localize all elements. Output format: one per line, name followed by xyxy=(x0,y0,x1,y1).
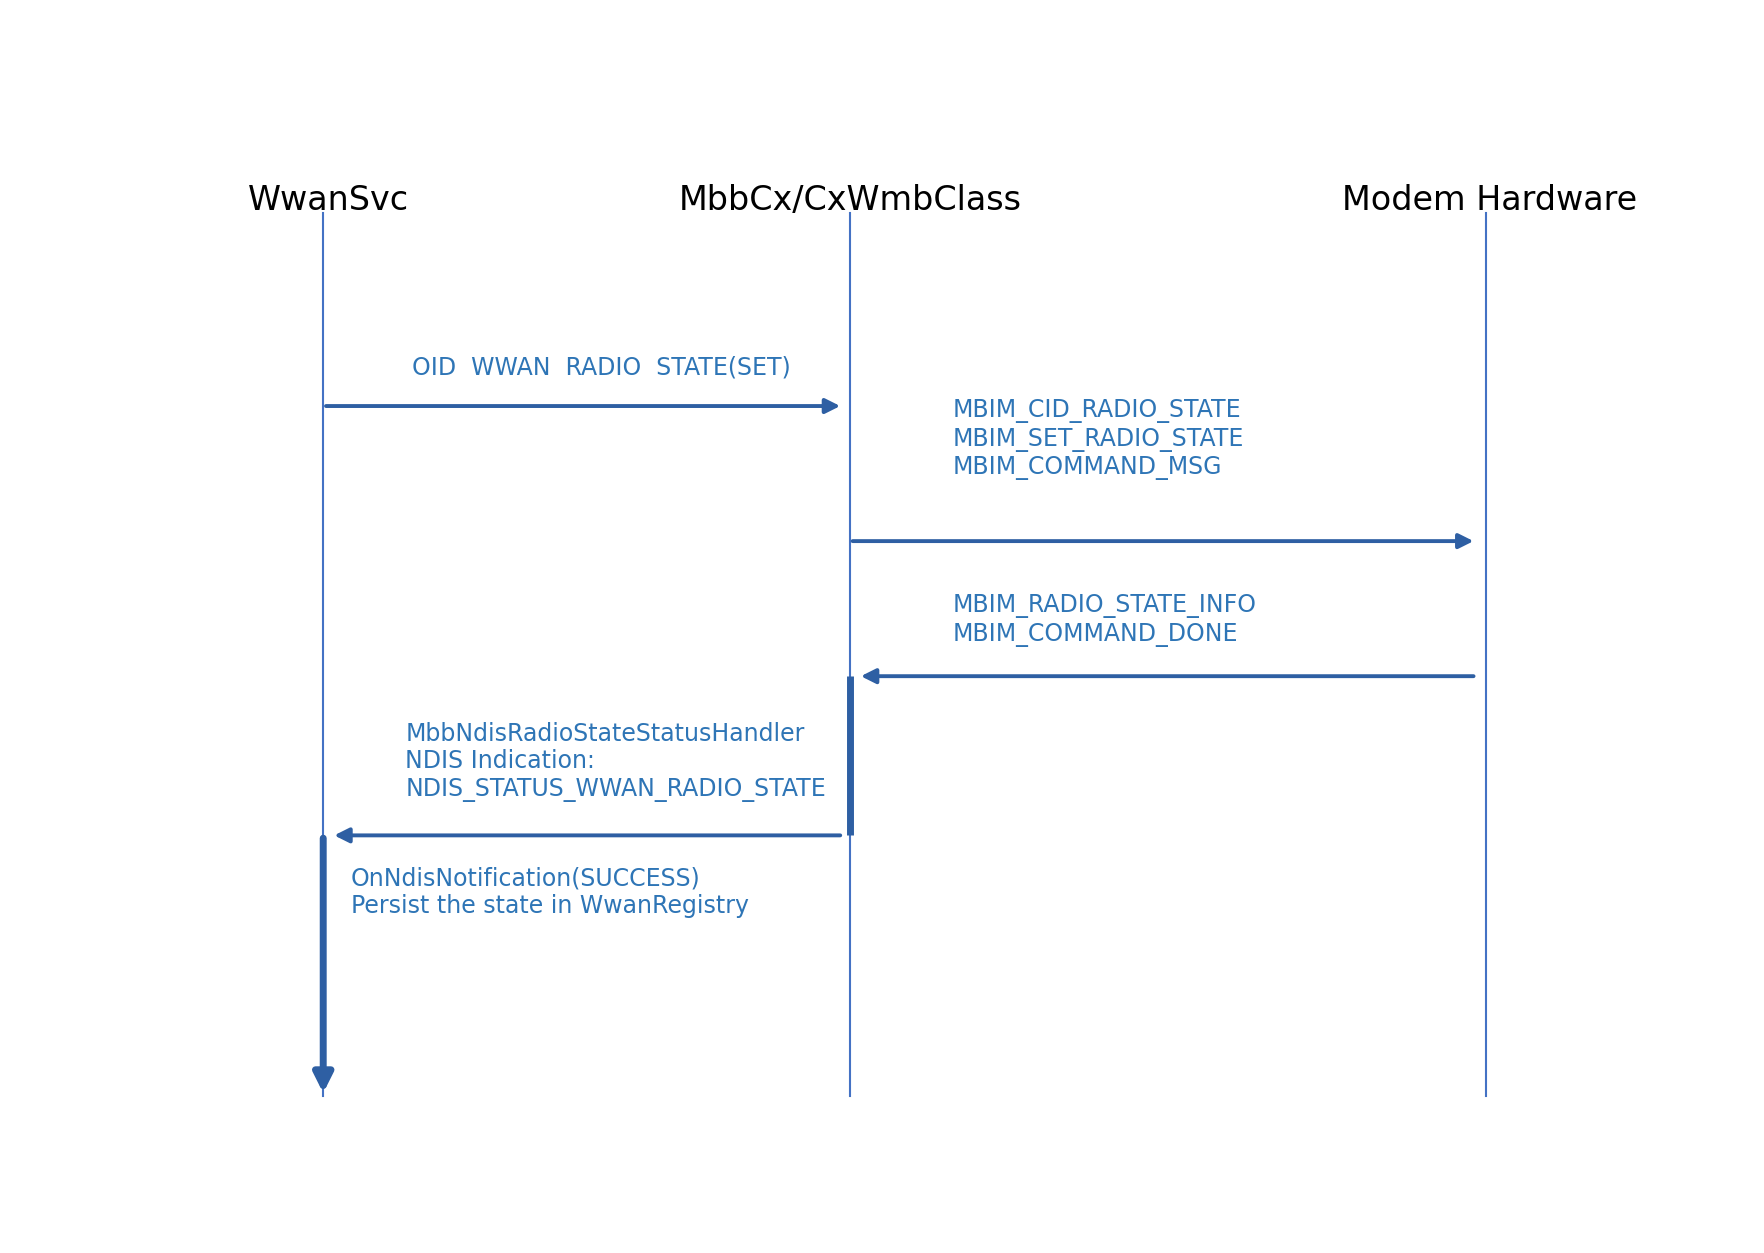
Text: MbbCx/CxWmbClass: MbbCx/CxWmbClass xyxy=(679,184,1021,217)
Text: WwanSvc: WwanSvc xyxy=(247,184,409,217)
Text: NDIS Indication:
NDIS_STATUS_WWAN_RADIO_STATE: NDIS Indication: NDIS_STATUS_WWAN_RADIO_… xyxy=(406,749,826,802)
Text: OID  WWAN  RADIO  STATE(SET): OID WWAN RADIO STATE(SET) xyxy=(411,356,790,380)
Text: Modem Hardware: Modem Hardware xyxy=(1341,184,1637,217)
Text: MBIM_RADIO_STATE_INFO
MBIM_COMMAND_DONE: MBIM_RADIO_STATE_INFO MBIM_COMMAND_DONE xyxy=(953,594,1256,648)
Text: MbbNdisRadioStateStatusHandler: MbbNdisRadioStateStatusHandler xyxy=(406,722,804,746)
Text: MBIM_CID_RADIO_STATE
MBIM_SET_RADIO_STATE
MBIM_COMMAND_MSG: MBIM_CID_RADIO_STATE MBIM_SET_RADIO_STAT… xyxy=(953,398,1244,480)
Text: OnNdisNotification(SUCCESS)
Persist the state in WwanRegistry: OnNdisNotification(SUCCESS) Persist the … xyxy=(351,866,748,918)
